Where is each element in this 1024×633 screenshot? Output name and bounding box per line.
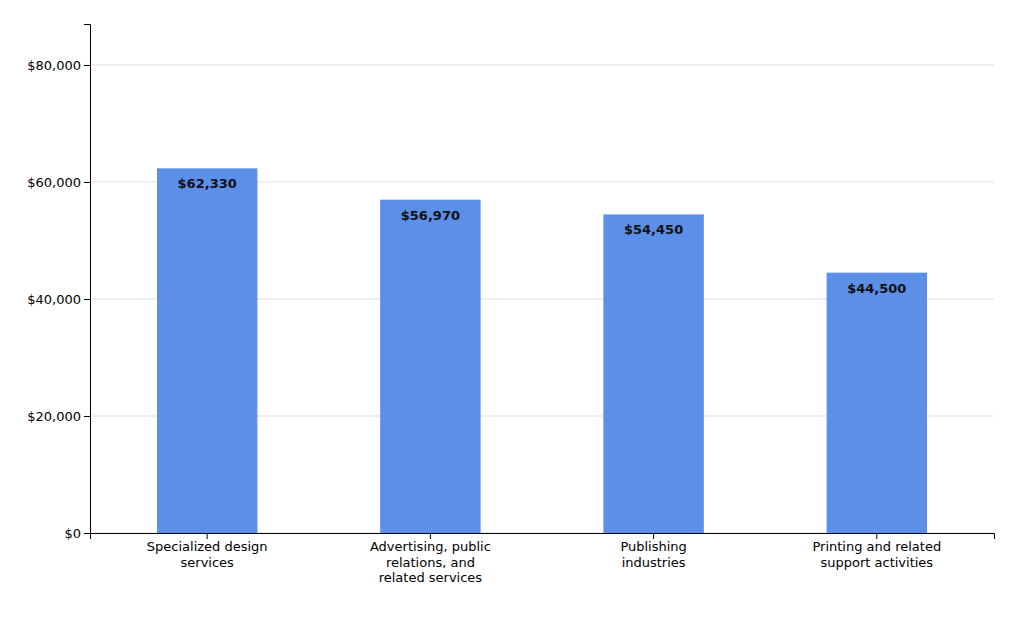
y-tick: $80,000 [27, 58, 90, 73]
y-tick: $20,000 [27, 409, 90, 424]
data-labels: $62,330 $56,970 $54,450 $44,500 [178, 176, 907, 295]
y-axis: $0 $20,000 $40,000 $60,000 $80,000 [27, 25, 90, 541]
y-tick-label: $60,000 [27, 175, 81, 190]
y-tick-label: $20,000 [27, 409, 81, 424]
x-tick-mark [207, 533, 208, 539]
data-label: $44,500 [847, 281, 906, 296]
x-tick-label-line: related services [379, 570, 483, 585]
bar [380, 200, 480, 533]
y-tick-mark [84, 65, 90, 66]
grid [90, 65, 994, 533]
x-tick-label-line: services [181, 555, 235, 570]
x-tick: Printing and relatedsupport activities [812, 533, 941, 570]
x-axis-line [91, 534, 995, 540]
x-tick: Specialized designservices [147, 533, 268, 570]
x-tick-label: Specialized designservices [147, 539, 268, 570]
plot: $0 $20,000 $40,000 $60,000 $80,000 Specialize… [27, 25, 994, 586]
y-tick: $60,000 [27, 175, 90, 190]
bars [157, 168, 927, 533]
y-tick-mark [84, 299, 90, 300]
y-tick: $0 [64, 526, 90, 541]
data-label: $56,970 [401, 208, 460, 223]
bar [603, 214, 703, 533]
data-label: $54,450 [624, 222, 683, 237]
x-tick: Publishingindustries [620, 533, 686, 570]
chart: $0 $20,000 $40,000 $60,000 $80,000 Specialize… [0, 0, 1024, 633]
x-tick-label-line: industries [622, 555, 686, 570]
x-axis: Specialized designservices Advertising, p… [91, 533, 995, 585]
y-tick-mark [84, 533, 90, 534]
y-tick-label: $40,000 [27, 292, 81, 307]
x-tick-label-line: Advertising, public [370, 539, 491, 554]
grid-line [90, 64, 994, 65]
y-tick: $40,000 [27, 292, 90, 307]
x-tick-label: Printing and relatedsupport activities [812, 539, 941, 570]
bar [827, 273, 927, 533]
bar [157, 168, 257, 533]
x-tick-mark [430, 533, 431, 539]
x-tick-label: Publishingindustries [620, 539, 686, 570]
x-tick-label-line: support activities [820, 555, 933, 570]
x-tick-label-line: Printing and related [812, 539, 941, 554]
data-label: $62,330 [178, 176, 237, 191]
y-tick-mark [84, 182, 90, 183]
x-tick-label: Advertising, publicrelations, andrelated… [370, 539, 491, 585]
x-tick-mark [653, 533, 654, 539]
x-tick-label-line: Specialized design [147, 539, 268, 554]
y-tick-label: $0 [64, 526, 81, 541]
x-tick-label-line: relations, and [386, 555, 475, 570]
y-tick-mark [84, 416, 90, 417]
x-tick: Advertising, publicrelations, andrelated… [370, 533, 491, 585]
y-tick-label: $80,000 [27, 58, 81, 73]
y-axis-line [84, 25, 91, 534]
x-tick-mark [876, 533, 877, 539]
x-tick-label-line: Publishing [620, 539, 686, 554]
